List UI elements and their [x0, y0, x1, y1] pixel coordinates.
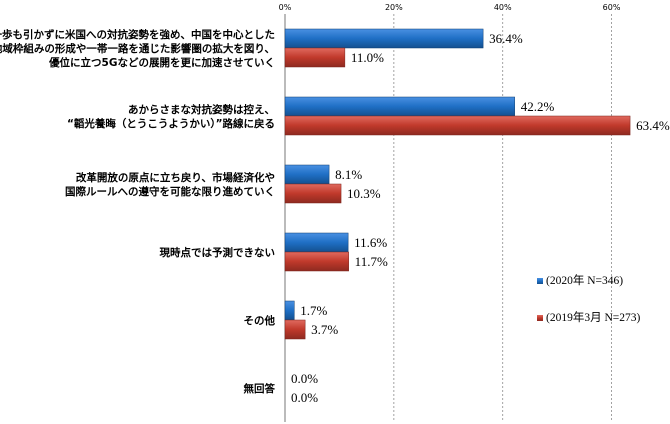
bar-series-2019 [284, 251, 349, 272]
category-label: 現時点では予測できない [160, 246, 276, 259]
bar-series-2019 [284, 183, 342, 204]
data-label: 11.0% [351, 50, 384, 65]
category-label: その他 [244, 314, 276, 327]
category-label: 一歩も引かずに米国への対抗姿勢を強め、中国を中心とした地域枠組みの形成や一帯一路… [0, 28, 275, 69]
category-label: あからさまな対抗姿勢は控え、“韜光養晦（とうこうようかい）”路線に戻る [67, 103, 275, 130]
bar-series-2019 [284, 319, 306, 340]
grid-lines [284, 14, 612, 422]
data-label: 0.0% [291, 371, 318, 386]
category-label: 改革開放の原点に立ち戻り、市場経済化や国際ルールへの遵守を可能な限り進めていく [65, 171, 275, 198]
data-label: 3.7% [311, 322, 338, 337]
bars [284, 28, 631, 340]
bar-series-2020 [284, 232, 349, 253]
x-tick-label: 0% [279, 3, 292, 12]
legend-label: (2019年3月 N=273) [546, 310, 640, 324]
legend-swatch [537, 278, 543, 284]
legend: (2020年 N=346) (2019年3月 N=273) [537, 273, 640, 324]
legend-label: (2020年 N=346) [546, 273, 623, 287]
bar-series-2019 [284, 115, 631, 136]
data-label: 63.4% [636, 118, 670, 133]
x-axis-ticks: 0% 20% 40% 60% [279, 3, 621, 12]
data-label: 11.7% [355, 254, 388, 269]
data-label: 11.6% [354, 235, 387, 250]
bar-series-2020 [284, 96, 515, 117]
bar-series-2019 [284, 47, 346, 68]
bar-series-2020 [284, 164, 330, 185]
data-label: 0.0% [291, 390, 318, 405]
data-labels: 36.4% 11.0% 42.2% 63.4% 8.1% 10.3% 11.6% 11.7% 1… [291, 31, 670, 405]
x-tick-label: 20% [385, 3, 403, 12]
bar-series-2020 [284, 28, 484, 49]
data-label: 10.3% [347, 186, 381, 201]
data-label: 1.7% [300, 303, 327, 318]
category-labels: 一歩も引かずに米国への対抗姿勢を強め、中国を中心とした地域枠組みの形成や一帯一路… [0, 28, 275, 395]
data-label: 8.1% [335, 167, 362, 182]
data-label: 42.2% [521, 99, 555, 114]
legend-swatch [537, 315, 543, 321]
category-label: 無回答 [244, 382, 276, 395]
data-label: 36.4% [489, 31, 523, 46]
bar-series-2020 [284, 300, 295, 321]
x-tick-label: 40% [494, 3, 512, 12]
x-tick-label: 60% [603, 3, 621, 12]
